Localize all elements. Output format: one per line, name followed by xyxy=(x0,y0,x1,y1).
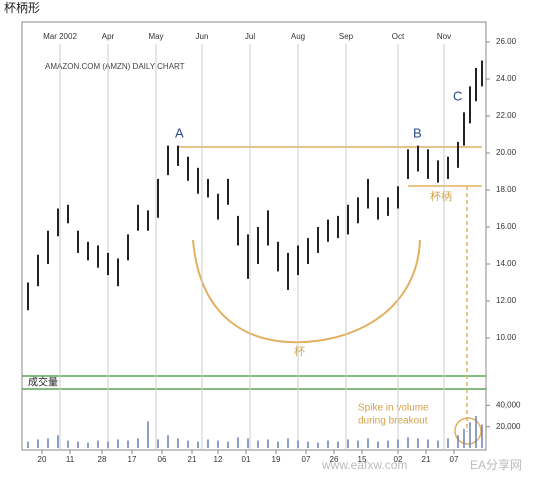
y-tick-label: 12.00 xyxy=(496,296,517,305)
y-tick-label: 20.00 xyxy=(496,148,517,157)
x-tick-label: 01 xyxy=(242,455,251,464)
y-tick-label: 16.00 xyxy=(496,222,517,231)
label-cup: 杯 xyxy=(294,344,305,358)
spike-note: Spike in volume xyxy=(358,403,429,414)
y-tick-label: 18.00 xyxy=(496,185,517,194)
x-tick-label: 02 xyxy=(394,455,403,464)
x-tick-label: 20 xyxy=(38,455,47,464)
cup-arc xyxy=(192,239,421,344)
label-handle: 杯柄 xyxy=(430,189,452,203)
x-tick-label: 11 xyxy=(66,455,75,464)
month-label: Apr xyxy=(102,32,115,41)
y-tick-label: 14.00 xyxy=(496,259,517,268)
x-tick-label: 21 xyxy=(422,455,431,464)
plot-frame xyxy=(21,21,487,451)
month-label: Jun xyxy=(196,32,209,41)
chart-subtitle: AMAZON.COM (AMZN) DAILY CHART xyxy=(45,62,185,71)
volume-tick-label: 40,000 xyxy=(496,400,521,409)
month-label: Mar 2002 xyxy=(43,32,77,41)
watermark: EA分享网 xyxy=(470,457,522,472)
x-tick-label: 17 xyxy=(128,455,137,464)
label-a: A xyxy=(175,125,184,140)
label-b: B xyxy=(413,125,422,140)
month-label: Sep xyxy=(339,32,354,41)
month-label: Jul xyxy=(245,32,255,41)
x-tick-label: 06 xyxy=(158,455,167,464)
x-tick-label: 28 xyxy=(98,455,107,464)
x-tick-label: 12 xyxy=(214,455,223,464)
x-tick-label: 21 xyxy=(188,455,197,464)
x-tick-label: 15 xyxy=(358,455,367,464)
watermark: www.eafxw.com xyxy=(321,458,407,472)
spike-note: during breakout xyxy=(358,416,428,427)
label-c: C xyxy=(453,88,462,103)
y-tick-label: 26.00 xyxy=(496,37,517,46)
spike-circle xyxy=(454,417,482,445)
y-tick-label: 10.00 xyxy=(496,333,517,342)
month-label: Nov xyxy=(437,32,451,41)
x-tick-label: 07 xyxy=(450,455,459,464)
volume-tick-label: 20,000 xyxy=(496,422,521,431)
y-tick-label: 22.00 xyxy=(496,111,517,120)
month-label: Aug xyxy=(291,32,305,41)
page-title: 杯柄形 xyxy=(4,1,40,15)
volume-label: 成交量 xyxy=(28,376,58,389)
month-label: May xyxy=(148,32,163,41)
x-tick-label: 07 xyxy=(302,455,311,464)
x-tick-label: 19 xyxy=(272,455,281,464)
y-tick-label: 24.00 xyxy=(496,74,517,83)
month-label: Oct xyxy=(392,32,405,41)
x-tick-label: 26 xyxy=(330,455,339,464)
